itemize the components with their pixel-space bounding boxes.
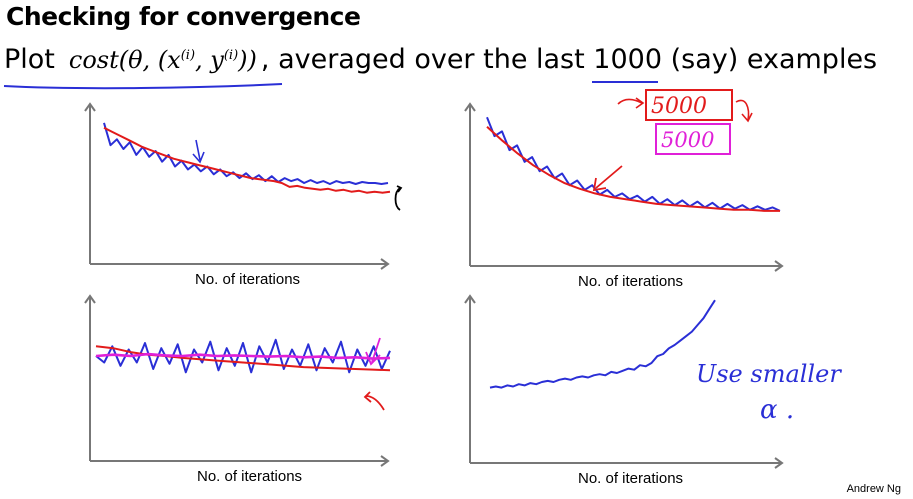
red-box <box>645 89 733 121</box>
subtitle-end: (say) examples <box>662 44 878 75</box>
subtitle-suffix: , averaged over the last <box>260 44 594 75</box>
page-title: Checking for convergence <box>6 2 361 31</box>
subtitle-number: 1000 <box>593 44 663 75</box>
subtitle-prefix: Plot <box>4 44 55 75</box>
chart1-axes <box>84 102 390 270</box>
footer-author: Andrew Ng <box>846 483 901 495</box>
chart3-series-magenta <box>95 352 391 360</box>
chart-series <box>95 116 781 389</box>
magenta-box-text: 5000 <box>661 128 714 152</box>
red-box-arrow-out-icon <box>735 99 753 123</box>
magenta-box <box>655 123 731 155</box>
red-box-text: 5000 <box>651 94 707 119</box>
page-subtitle: Plot cost(θ, (x(i), y(i))), averaged over… <box>4 44 877 75</box>
cost-formula: cost(θ, (x(i), y(i))) <box>68 46 257 74</box>
chart3-series-blue <box>95 338 391 374</box>
chart1-bracket-icon <box>394 185 403 211</box>
chart4-xlabel: No. of iterations <box>578 470 683 487</box>
chart2-axes <box>464 102 784 272</box>
chart4-axes <box>464 294 784 469</box>
red-box-arrow-in-icon <box>617 97 645 109</box>
chart2-series-red <box>486 125 780 212</box>
chart1-series-red <box>103 126 391 194</box>
chart1-xlabel: No. of iterations <box>195 271 300 288</box>
chart4-series-blue <box>489 299 716 389</box>
chart3-axes <box>84 294 390 467</box>
subtitle-underline <box>3 83 283 90</box>
chart2-series-blue <box>486 116 781 212</box>
chart1-arrow-icon <box>192 139 205 164</box>
chart2-arrow-icon <box>592 165 623 192</box>
chart-axes <box>84 102 784 469</box>
chart2-xlabel: No. of iterations <box>578 273 683 290</box>
chart1-series-blue <box>103 122 389 185</box>
chart3-red-arrow-icon <box>363 391 385 411</box>
chart3-xlabel: No. of iterations <box>197 468 302 485</box>
note-line2: α . <box>760 395 794 425</box>
note-line1: Use smaller <box>696 360 842 388</box>
chart3-magenta-arrow-icon <box>365 337 381 366</box>
